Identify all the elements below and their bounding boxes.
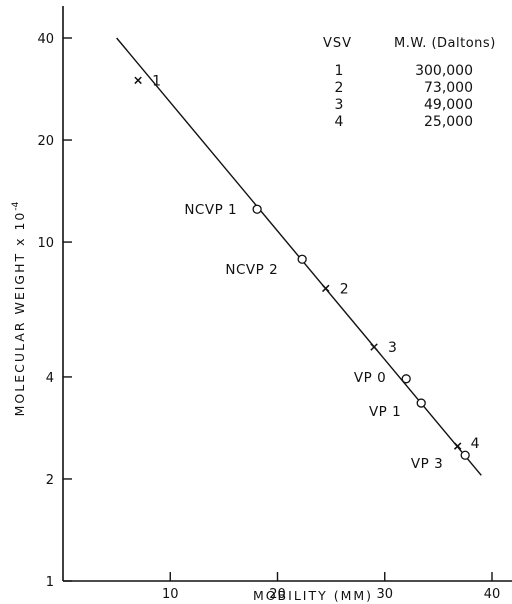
legend-row-4-id: 4 xyxy=(335,114,344,130)
cross-point-label-3: 3 xyxy=(388,340,397,356)
y-tick-label-40: 40 xyxy=(37,32,54,47)
legend-header-mw: M.W. (Daltons) xyxy=(394,36,496,51)
circle-point-label-vp-3: VP 3 xyxy=(411,456,443,472)
cross-point-2 xyxy=(322,284,330,293)
cross-point-3 xyxy=(370,343,378,351)
cross-stroke-b xyxy=(453,442,462,450)
y-axis-label-main: MOLECULAR WEIGHT x 10 xyxy=(12,211,27,417)
legend-row-4-mw: 25,000 xyxy=(424,114,473,130)
cross-stroke-b xyxy=(370,343,378,351)
legend-row-3-mw: 49,000 xyxy=(424,97,473,113)
cross-stroke-b xyxy=(134,76,142,85)
y-tick-label-2: 2 xyxy=(46,473,54,488)
axes xyxy=(62,6,512,582)
cross-stroke-b xyxy=(322,284,330,293)
circle-point-vp-1 xyxy=(416,398,426,408)
x-tick-label-40: 40 xyxy=(484,587,501,602)
circle-point-label-vp-1: VP 1 xyxy=(369,404,401,420)
legend-row-2-id: 2 xyxy=(335,80,344,96)
x-tick-label-30: 30 xyxy=(376,587,393,602)
data-points xyxy=(134,76,470,460)
circle-point-label-ncvp-1: NCVP 1 xyxy=(184,202,237,218)
x-tick-label-10: 10 xyxy=(162,587,179,602)
circle-point-ncvp-2 xyxy=(297,254,307,264)
legend-row-2-mw: 73,000 xyxy=(424,80,473,96)
cross-point-label-2: 2 xyxy=(340,281,349,297)
circle-point-label-ncvp-2: NCVP 2 xyxy=(225,262,278,278)
y-tick-label-20: 20 xyxy=(37,134,54,149)
y-axis-label-exponent: -4 xyxy=(11,201,21,210)
y-tick-label-1: 1 xyxy=(46,575,54,590)
y-axis-label: MOLECULAR WEIGHT x 10-4 xyxy=(11,201,27,416)
circle-point-label-vp-0: VP 0 xyxy=(354,370,386,386)
circle-point-vp-3 xyxy=(460,450,470,460)
tick-marks xyxy=(63,37,493,582)
y-axis-label-group: MOLECULAR WEIGHT x 10-4 xyxy=(11,201,27,416)
circle-point-vp-0 xyxy=(401,374,411,384)
cross-point-label-1: 1 xyxy=(152,73,161,89)
legend-table: VSV M.W. (Daltons) 1 300,000 2 73,000 3 … xyxy=(323,36,496,130)
cross-point-1 xyxy=(134,76,142,85)
cross-point-4 xyxy=(453,442,462,450)
legend-header-vsv: VSV xyxy=(323,36,352,51)
legend-row-1-mw: 300,000 xyxy=(415,63,473,79)
y-tick-label-10: 10 xyxy=(37,236,54,251)
legend-row-1-id: 1 xyxy=(335,63,344,79)
legend-row-3-id: 3 xyxy=(335,97,344,113)
x-tick-label-20: 20 xyxy=(269,587,286,602)
circle-point-ncvp-1 xyxy=(252,204,262,214)
x-axis-label: MOBILITY (MM) xyxy=(253,588,373,603)
y-tick-label-4: 4 xyxy=(46,371,54,386)
cross-point-label-4: 4 xyxy=(471,436,480,452)
